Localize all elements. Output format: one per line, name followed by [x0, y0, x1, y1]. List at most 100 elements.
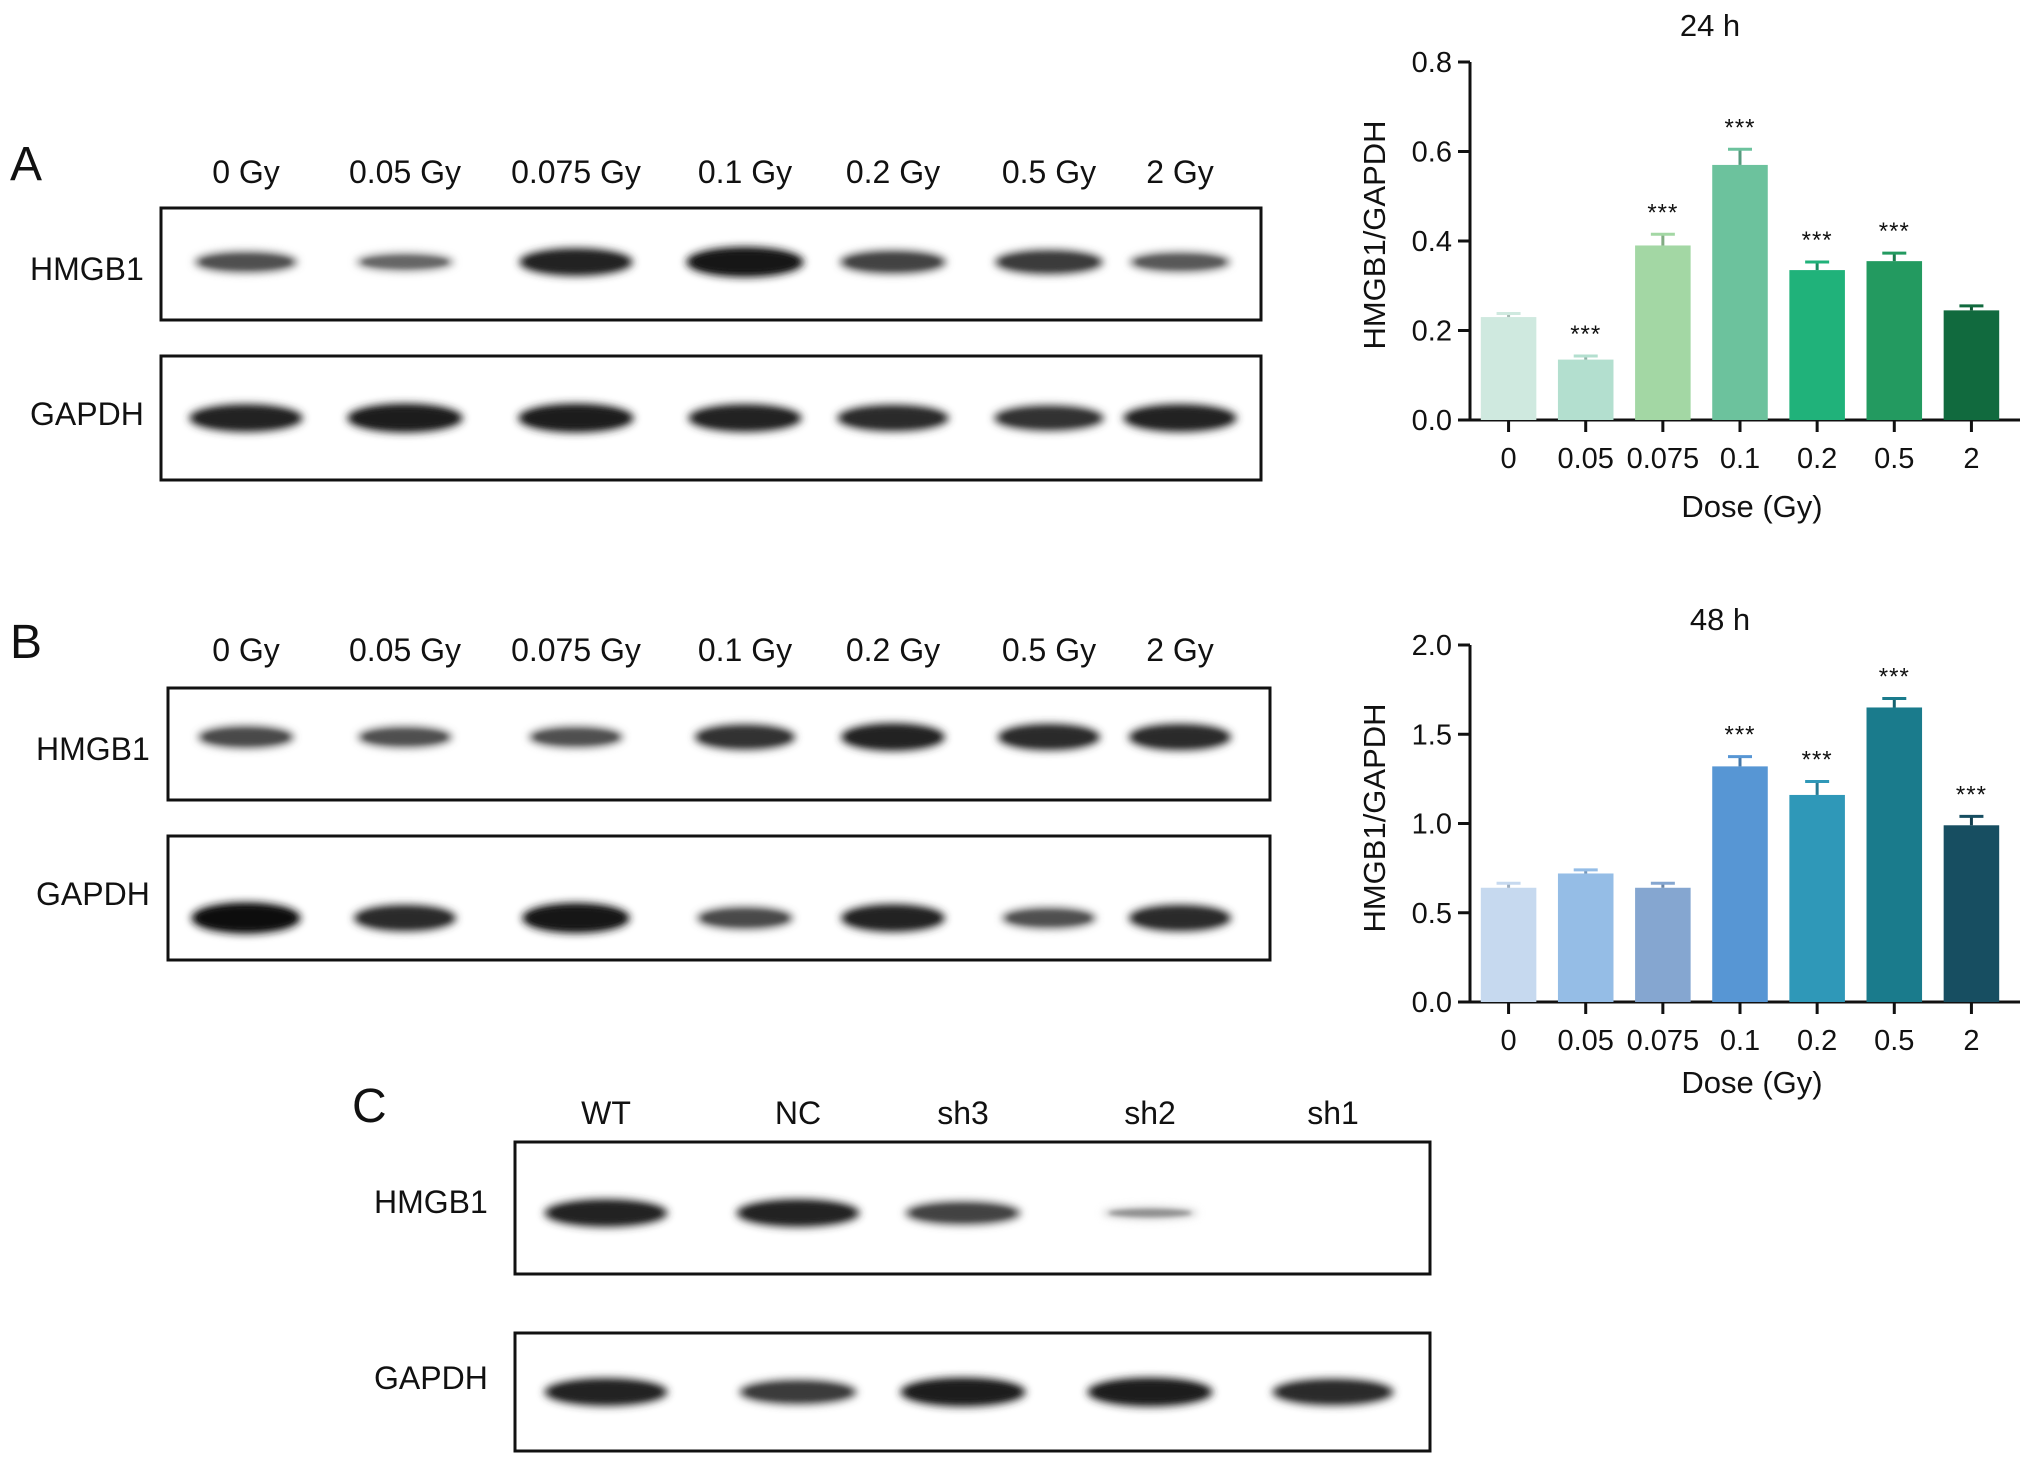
panel-letter-a: A	[10, 138, 42, 191]
lane-label: 0 Gy	[212, 154, 280, 190]
x-tick-label: 0.075	[1627, 443, 1700, 475]
bar	[1789, 270, 1845, 420]
band-core-hmgb1	[700, 728, 790, 746]
band-core-hmgb1	[1108, 1209, 1192, 1217]
significance-label: ***	[1879, 218, 1910, 245]
x-tick-label: 0.5	[1874, 1025, 1914, 1057]
panel-b-blot: B 0 Gy 0.05 Gy 0.075 Gy 0.1 Gy 0.2 Gy 0.5 Gy 2…	[10, 616, 1272, 962]
chart-24h-ylabel: HMGB1/GAPDH	[1357, 120, 1392, 349]
lane-label: 0.5 Gy	[1002, 632, 1096, 668]
band-core-hmgb1	[203, 729, 289, 745]
panel-a-bands	[188, 246, 1238, 433]
band-core-gapdh	[1130, 409, 1230, 427]
significance-label: ***	[1647, 199, 1678, 226]
lane-label: WT	[581, 1095, 631, 1131]
x-tick-label: 0.1	[1720, 1025, 1760, 1057]
lane-label: 0.075 Gy	[511, 632, 641, 668]
chart-48h: 48 h HMGB1/GAPDH Dose (Gy) 0.0 0.5 1.0 1.5 2…	[1357, 602, 2020, 1100]
band-core-gapdh	[908, 1382, 1018, 1402]
chart-24h-plot: 0.0 0.2 0.4 0.6 0.8 0 0.05 *** 0.075 *** 0.1 *** 0.2…	[1412, 47, 2020, 475]
bar	[1712, 164, 1768, 420]
bar	[1480, 317, 1537, 420]
bar	[1712, 766, 1768, 1002]
panel-a-lane-labels: 0 Gy 0.05 Gy 0.075 Gy 0.1 Gy 0.2 Gy 0.5 Gy 2 G…	[212, 154, 1214, 190]
lane-label: sh3	[937, 1095, 989, 1131]
panel-b-lane-labels: 0 Gy 0.05 Gy 0.075 Gy 0.1 Gy 0.2 Gy 0.5 Gy 2 G…	[212, 632, 1214, 668]
y-tick-label: 0.0	[1412, 987, 1452, 1019]
x-tick-label: 0.2	[1797, 1025, 1837, 1057]
x-tick-label: 0	[1501, 1025, 1517, 1057]
panel-c-blot: C WT NC sh3 sh2 sh1 HMGB1 GAPDH	[352, 1080, 1432, 1453]
x-tick-label: 0.075	[1627, 1025, 1700, 1057]
lane-label: 2 Gy	[1146, 154, 1214, 190]
lane-label: NC	[775, 1095, 821, 1131]
bar	[1635, 245, 1691, 420]
band-core-gapdh	[528, 908, 624, 928]
panel-c-bands	[543, 1198, 1395, 1407]
band-core-gapdh	[1007, 911, 1091, 925]
bar	[1789, 794, 1845, 1002]
lane-label: 0.5 Gy	[1002, 154, 1096, 190]
y-tick-label: 1.0	[1412, 809, 1452, 841]
panel-letter-b: B	[10, 616, 42, 669]
band-core-gapdh	[198, 908, 294, 928]
panel-b-hmgb1-label: HMGB1	[36, 731, 150, 767]
band-core-hmgb1	[846, 254, 940, 270]
panel-b-bands	[191, 722, 1232, 934]
band-core-hmgb1	[526, 253, 626, 271]
band-core-gapdh	[695, 409, 795, 427]
band-core-gapdh	[843, 409, 943, 427]
x-tick-label: 0.05	[1557, 1025, 1613, 1057]
band-core-hmgb1	[847, 728, 939, 746]
bar	[1866, 707, 1923, 1002]
chart-48h-title: 48 h	[1690, 602, 1750, 637]
x-tick-label: 0.5	[1874, 443, 1914, 475]
y-tick-label: 0.2	[1412, 316, 1452, 348]
significance-label: ***	[1724, 722, 1755, 749]
y-tick-label: 1.5	[1412, 719, 1452, 751]
band-core-gapdh	[847, 909, 939, 927]
chart-48h-ylabel: HMGB1/GAPDH	[1357, 703, 1392, 932]
band-core-gapdh	[360, 909, 450, 927]
lane-label: sh2	[1124, 1095, 1176, 1131]
panel-a-hmgb1-label: HMGB1	[30, 251, 144, 287]
panel-c-hmgb1-label: HMGB1	[374, 1184, 488, 1220]
lane-label: 0.1 Gy	[698, 632, 792, 668]
band-core-hmgb1	[1135, 728, 1225, 746]
lane-label: 0.1 Gy	[698, 154, 792, 190]
x-tick-label: 0.2	[1797, 443, 1837, 475]
panel-a-gapdh-label: GAPDH	[30, 396, 144, 432]
band-core-gapdh	[1000, 409, 1098, 427]
significance-label: ***	[1724, 114, 1755, 141]
x-tick-label: 0.1	[1720, 443, 1760, 475]
lane-label: 0 Gy	[212, 632, 280, 668]
panel-a-blot: A 0 Gy 0.05 Gy 0.075 Gy 0.1 Gy 0.2 Gy 0.5 Gy 2…	[10, 138, 1263, 482]
band-core-hmgb1	[1001, 254, 1097, 270]
band-core-gapdh	[525, 408, 627, 428]
significance-label: ***	[1802, 747, 1833, 774]
significance-label: ***	[1802, 227, 1833, 254]
band-core-gapdh	[702, 910, 788, 926]
bar	[1557, 359, 1614, 420]
band-core-hmgb1	[362, 256, 448, 268]
band-core-hmgb1	[1135, 255, 1225, 269]
panel-letter-c: C	[352, 1080, 387, 1133]
chart-24h-xlabel: Dose (Gy)	[1681, 489, 1822, 524]
lane-label: 0.05 Gy	[349, 632, 461, 668]
significance-label: ***	[1879, 664, 1910, 691]
band-core-hmgb1	[693, 252, 797, 272]
y-tick-label: 2.0	[1412, 630, 1452, 662]
y-tick-label: 0.0	[1412, 405, 1452, 437]
band-core-gapdh	[1135, 909, 1225, 927]
bar	[1557, 873, 1614, 1002]
panel-c-lane-labels: WT NC sh3 sh2 sh1	[581, 1095, 1359, 1131]
bar	[1635, 887, 1691, 1002]
band-core-hmgb1	[534, 730, 618, 744]
lane-label: 0.2 Gy	[846, 154, 940, 190]
significance-label: ***	[1570, 321, 1601, 348]
lane-label: 0.05 Gy	[349, 154, 461, 190]
lane-label: 0.2 Gy	[846, 632, 940, 668]
panel-b-gapdh-membrane	[166, 834, 1272, 962]
chart-24h-title: 24 h	[1680, 8, 1740, 43]
